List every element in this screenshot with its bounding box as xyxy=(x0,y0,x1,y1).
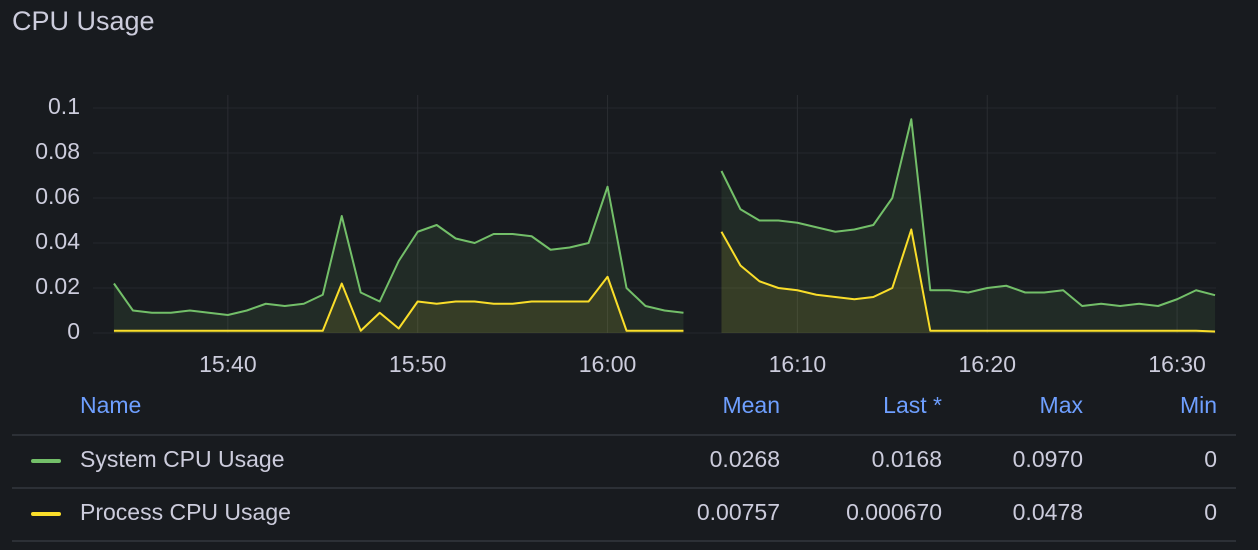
y-tick-label: 0.1 xyxy=(48,93,80,119)
area-fill xyxy=(113,186,684,333)
x-tick-label: 15:50 xyxy=(389,351,447,377)
x-tick-label: 16:10 xyxy=(769,351,827,377)
legend-header: Name xyxy=(80,392,141,418)
y-tick-label: 0.06 xyxy=(35,183,80,209)
x-tick-label: 16:30 xyxy=(1148,351,1206,377)
series-line xyxy=(113,118,1216,316)
y-tick-label: 0.08 xyxy=(35,138,80,164)
legend-name: System CPU Usage xyxy=(80,446,285,472)
panel-title: CPU Usage xyxy=(12,6,155,36)
x-tick-label: 16:00 xyxy=(579,351,637,377)
legend-header: Max xyxy=(1040,392,1084,418)
legend-header: Mean xyxy=(722,392,780,418)
area-fill xyxy=(113,276,684,333)
y-tick-label: 0.04 xyxy=(35,228,80,254)
legend-header: Min xyxy=(1180,392,1217,418)
legend-stat: 0.0268 xyxy=(710,446,780,472)
legend-stat: 0.0970 xyxy=(1013,446,1083,472)
area-fill xyxy=(721,119,1216,333)
legend-header: Last * xyxy=(883,392,942,418)
legend-stat: 0.0168 xyxy=(872,446,942,472)
legend-stat: 0.000670 xyxy=(846,499,942,525)
area-fill xyxy=(721,229,1216,333)
series-line xyxy=(113,228,1216,333)
y-tick-label: 0 xyxy=(67,318,80,344)
legend-stat: 0 xyxy=(1204,499,1217,525)
legend-name: Process CPU Usage xyxy=(80,499,291,525)
legend-stat: 0 xyxy=(1204,446,1217,472)
legend-stat: 0.0478 xyxy=(1013,499,1083,525)
x-tick-label: 15:40 xyxy=(199,351,257,377)
y-tick-label: 0.02 xyxy=(35,273,80,299)
legend-stat: 0.00757 xyxy=(697,499,780,525)
x-tick-label: 16:20 xyxy=(958,351,1016,377)
